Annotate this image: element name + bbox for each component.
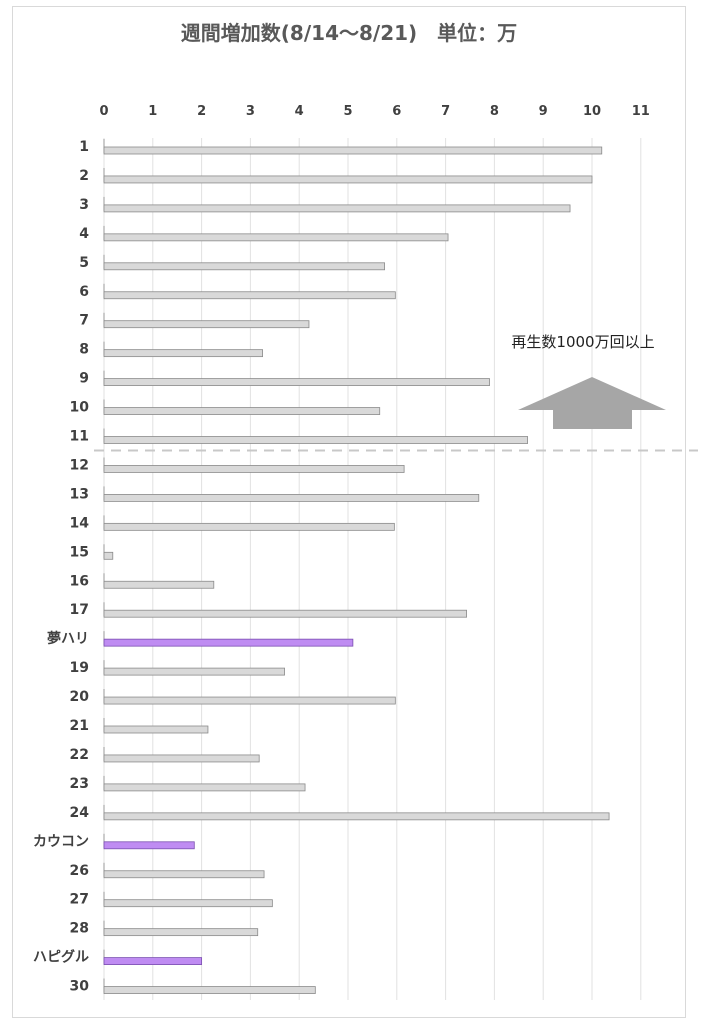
- category-label: 23: [70, 776, 89, 792]
- bar: [103, 378, 490, 387]
- bar: [103, 233, 449, 242]
- category-label: 14: [70, 515, 90, 531]
- bar: [103, 696, 396, 705]
- category-label: 5: [79, 255, 89, 271]
- bar: [103, 754, 260, 763]
- category-label: 28: [70, 921, 89, 937]
- bar: [103, 349, 264, 358]
- bars: [103, 139, 610, 994]
- x-tick-label: 11: [632, 104, 650, 119]
- bar: [103, 291, 396, 300]
- bar: [103, 870, 265, 879]
- bar: [103, 580, 215, 589]
- x-tick-label: 4: [295, 104, 304, 119]
- category-label: カウコン: [33, 834, 89, 850]
- bar-highlight: [103, 841, 195, 850]
- category-label: 20: [70, 689, 90, 705]
- category-label: 11: [70, 429, 89, 445]
- category-label: 2: [79, 168, 89, 184]
- category-label: 16: [70, 573, 89, 589]
- x-tick-label: 10: [583, 104, 601, 119]
- category-label: 10: [70, 400, 90, 416]
- gridlines: [103, 138, 642, 1000]
- bar: [103, 204, 571, 213]
- category-label: 21: [70, 718, 89, 734]
- chart-title: 週間増加数(8/14～8/21) 単位：万: [181, 21, 517, 45]
- bar: [103, 146, 603, 155]
- bar-highlight: [103, 638, 354, 647]
- category-label: 22: [70, 747, 89, 763]
- bar: [103, 320, 310, 329]
- category-label: 4: [79, 226, 89, 242]
- bar: [103, 986, 316, 994]
- category-label: 12: [70, 457, 89, 473]
- x-tick-label: 0: [99, 104, 108, 119]
- bar-highlight: [103, 957, 202, 965]
- category-label: 7: [79, 313, 89, 329]
- x-tick-label: 6: [392, 104, 401, 119]
- annotation-label: 再生数1000万回以上: [511, 333, 654, 351]
- up-arrow-icon: [518, 377, 666, 429]
- bar: [103, 725, 209, 734]
- category-label: 9: [79, 371, 89, 387]
- category-label: 6: [79, 284, 89, 300]
- bar: [103, 609, 467, 618]
- category-label: 1: [79, 139, 89, 155]
- x-tick-label: 8: [490, 104, 499, 119]
- category-label: 24: [70, 805, 90, 821]
- category-label: ハピグル: [33, 949, 89, 966]
- x-tick-label: 5: [343, 104, 352, 119]
- bar: [103, 493, 480, 502]
- category-label: 19: [70, 660, 89, 676]
- x-tick-label: 7: [441, 104, 450, 119]
- x-tick-label: 2: [197, 104, 206, 119]
- category-label: 30: [70, 979, 90, 995]
- bar: [103, 551, 114, 560]
- bar: [103, 928, 259, 937]
- x-tick-label: 3: [246, 104, 255, 119]
- category-label: 3: [79, 197, 89, 213]
- bar: [103, 175, 593, 184]
- bar: [103, 407, 381, 415]
- chart-frame: [12, 6, 686, 1018]
- category-label: 8: [79, 342, 89, 358]
- category-label: 13: [70, 486, 89, 502]
- category-label: 17: [70, 602, 89, 618]
- bar: [103, 812, 610, 821]
- bar: [103, 667, 285, 676]
- category-label: 26: [70, 863, 89, 879]
- bar: [103, 522, 395, 531]
- x-axis-ticks: 0 1 2 3 4 5 6 7 8 9 10 11: [99, 104, 649, 119]
- category-label: 夢ハリ: [47, 630, 89, 647]
- bar: [103, 465, 405, 473]
- bar: [103, 783, 306, 792]
- category-label: 27: [70, 892, 89, 908]
- x-tick-label: 1: [148, 104, 157, 119]
- category-label: 15: [70, 544, 89, 560]
- x-tick-label: 9: [539, 104, 548, 119]
- category-labels: 1234567891011121314151617夢ハリ192021222324…: [33, 139, 89, 995]
- bar: [103, 436, 528, 444]
- bar: [103, 899, 273, 908]
- bar: [103, 262, 386, 271]
